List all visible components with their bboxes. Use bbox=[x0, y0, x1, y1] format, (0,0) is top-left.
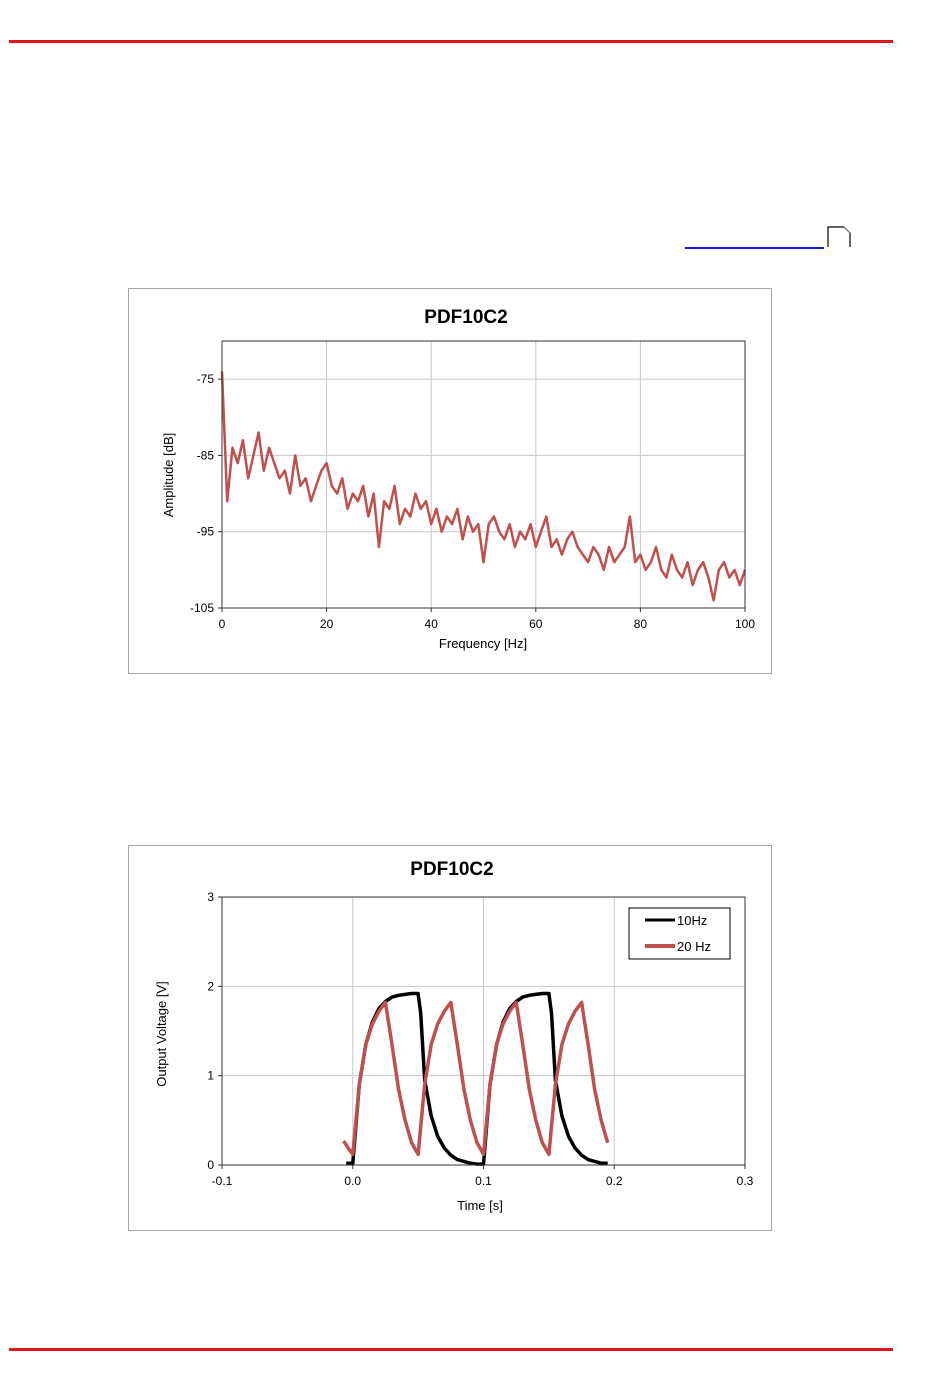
y-tick-label: -75 bbox=[197, 372, 215, 386]
series-line-amplitude bbox=[220, 371, 747, 602]
legend-label-20hz: 20 Hz bbox=[677, 939, 711, 954]
header-rule bbox=[9, 40, 893, 43]
x-tick-label: 0.2 bbox=[606, 1174, 623, 1188]
series-line-10hz bbox=[346, 991, 608, 1166]
plot-area bbox=[221, 340, 746, 609]
x-tick-label: 40 bbox=[425, 617, 439, 631]
y-tick-label: 2 bbox=[207, 979, 214, 993]
y-tick-label: -95 bbox=[197, 525, 215, 539]
page-reference-icon[interactable] bbox=[827, 226, 851, 248]
chart-title: PDF10C2 bbox=[424, 307, 507, 328]
output-voltage-chart: PDF10C2 -0.1 0.0 0.1 0.2 0.3 0 1 2 3 Time [s] Ou… bbox=[128, 845, 772, 1231]
x-tick-label: 0.0 bbox=[344, 1174, 361, 1188]
x-tick-label: 0 bbox=[219, 617, 226, 631]
x-tick-label: 0.1 bbox=[475, 1174, 492, 1188]
y-tick-label: 3 bbox=[207, 890, 214, 904]
footer-rule bbox=[9, 1348, 893, 1351]
legend-label-10hz: 10Hz bbox=[677, 913, 707, 928]
x-tick-label: -0.1 bbox=[212, 1174, 233, 1188]
legend: 10Hz 20 Hz bbox=[628, 907, 731, 960]
series-line-20hz bbox=[342, 1000, 610, 1157]
hyperlink[interactable] bbox=[685, 247, 824, 249]
x-tick-label: 20 bbox=[320, 617, 334, 631]
y-tick-label: -85 bbox=[197, 448, 215, 462]
y-tick-label: 0 bbox=[207, 1158, 214, 1172]
y-axis-label: Output Voltage [V] bbox=[154, 981, 169, 1087]
x-tick-label: 100 bbox=[735, 617, 755, 631]
x-axis-label: Time [s] bbox=[457, 1198, 503, 1213]
chart-svg: PDF10C2 0 20 40 60 80 100 -105 -95 -85 -75 Freque… bbox=[161, 307, 755, 651]
chart-svg: PDF10C2 -0.1 0.0 0.1 0.2 0.3 0 1 2 3 Time [s] Ou… bbox=[154, 859, 754, 1213]
chart-title: PDF10C2 bbox=[410, 859, 493, 880]
x-tick-label: 60 bbox=[529, 617, 543, 631]
y-tick-label: 1 bbox=[207, 1069, 214, 1083]
x-tick-label: 0.3 bbox=[737, 1174, 754, 1188]
y-axis-label: Amplitude [dB] bbox=[161, 433, 176, 518]
y-tick-label: -105 bbox=[190, 601, 214, 615]
x-axis-label: Frequency [Hz] bbox=[439, 636, 527, 651]
frequency-spectrum-chart: PDF10C2 0 20 40 60 80 100 -105 -95 -85 -75 Freque… bbox=[128, 288, 772, 674]
x-tick-label: 80 bbox=[634, 617, 648, 631]
